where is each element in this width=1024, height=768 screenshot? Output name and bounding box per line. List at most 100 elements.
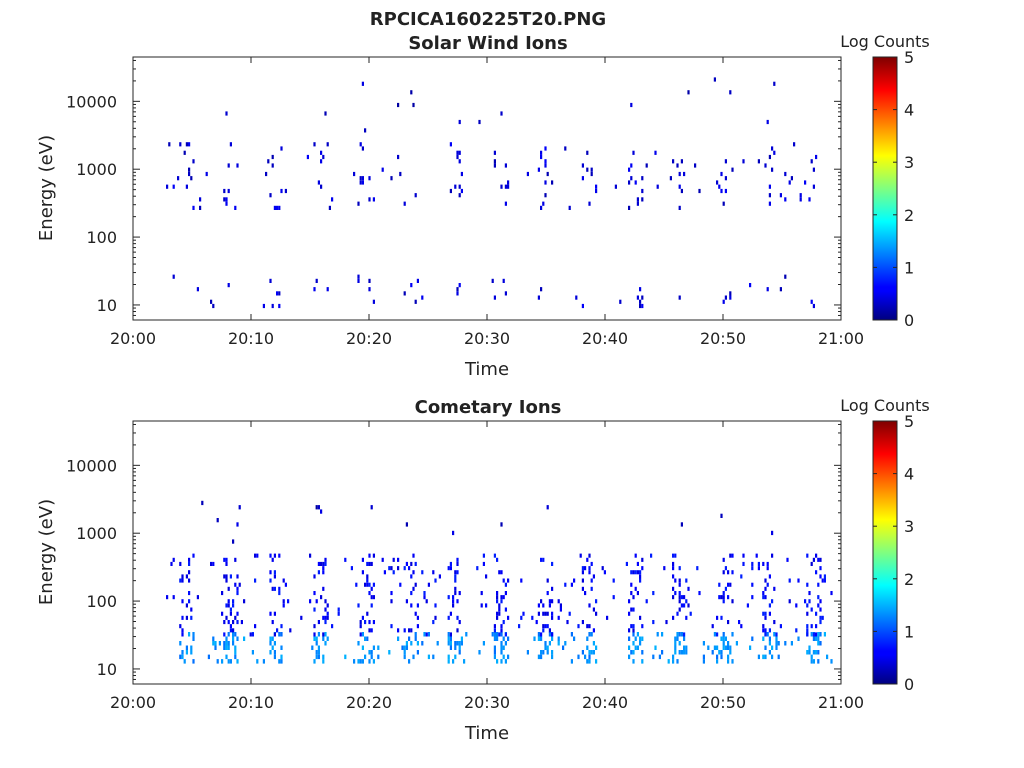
spectrogram-cell — [625, 561, 628, 566]
spectrogram-cell — [397, 566, 400, 571]
spectrogram-cell — [808, 197, 811, 202]
spectrogram-cell — [359, 624, 362, 629]
spectrogram-cell — [372, 595, 375, 600]
spectrogram-cell — [232, 628, 235, 633]
spectrogram-cell — [447, 641, 450, 646]
spectrogram-cell — [757, 159, 760, 164]
axis-ticks: 20:00 20:10 20:20 20:30 20:40 20:50 21:00 10 100… — [66, 57, 864, 348]
spectrogram-cell — [628, 628, 631, 633]
spectrogram-cell — [410, 641, 413, 646]
spectrogram-cell — [718, 595, 721, 600]
spectrogram-cell — [742, 561, 745, 566]
spectrogram-cell — [812, 184, 815, 189]
spectrogram-cell — [564, 641, 567, 646]
spectrogram-cell — [232, 632, 235, 637]
spectrogram-cell — [716, 659, 719, 664]
colorbar-tick-label: 1 — [904, 258, 914, 277]
spectrogram-cell — [238, 505, 241, 510]
spectrogram-cell — [185, 650, 188, 655]
spectrogram-cell — [795, 628, 798, 633]
y-tick-label: 10 — [97, 296, 117, 315]
spectrogram-cell — [372, 582, 375, 587]
spectrogram-cell — [546, 611, 549, 616]
spectrogram-cell — [496, 659, 499, 664]
spectrogram-cell — [179, 561, 182, 566]
spectrogram-cell — [454, 586, 457, 591]
spectrogram-cell — [324, 561, 327, 566]
spectrogram-cell — [276, 205, 279, 210]
spectrogram-cell — [361, 180, 364, 185]
spectrogram-cell — [185, 142, 188, 147]
spectrogram-cell — [236, 163, 239, 168]
spectrogram-cell — [738, 620, 741, 625]
spectrogram-cell — [188, 142, 191, 147]
spectrogram-cell — [540, 287, 543, 292]
spectrogram-cell — [632, 632, 635, 637]
spectrogram-cell — [630, 163, 633, 168]
spectrogram-cell — [361, 557, 364, 562]
spectrogram-cell — [641, 659, 644, 664]
spectrogram-cell — [628, 611, 631, 616]
spectrogram-cell — [819, 620, 822, 625]
spectrogram-cell — [634, 180, 637, 185]
colorbar-ticks: 0 1 2 3 4 5 — [873, 412, 914, 694]
spectrogram-cell — [315, 505, 318, 510]
spectrogram-cell — [322, 154, 325, 160]
spectrogram-cell — [185, 603, 188, 608]
spectrogram-cell — [500, 659, 503, 664]
spectrogram-cell — [370, 595, 373, 600]
spectrogram-cell — [414, 193, 417, 198]
spectrogram-cell — [672, 553, 675, 558]
spectrogram-cell — [720, 513, 723, 518]
spectrogram-cell — [683, 636, 686, 641]
spectrogram-cell — [357, 274, 360, 279]
spectrogram-cell — [322, 632, 325, 637]
spectrogram-cell — [227, 620, 230, 625]
spectrogram-cell — [500, 650, 503, 655]
spectrogram-cell — [551, 180, 554, 185]
spectrogram-cell — [817, 641, 820, 646]
spectrogram-cell — [491, 278, 494, 283]
spectrogram-cell — [493, 295, 496, 300]
spectrogram-cell — [636, 561, 639, 566]
spectrogram-cell — [559, 607, 562, 612]
spectrogram-cell — [405, 599, 408, 604]
spectrogram-cell — [493, 632, 496, 637]
spectrogram-cell — [397, 557, 400, 562]
spectrogram-cell — [793, 142, 796, 147]
spectrogram-cell — [784, 197, 787, 202]
spectrogram-cell — [764, 586, 767, 591]
spectrogram-cell — [397, 636, 400, 641]
spectrogram-cell — [370, 650, 373, 655]
spectrogram-cell — [262, 303, 265, 309]
spectrogram-cell — [432, 654, 435, 660]
spectrogram-cell — [551, 611, 554, 616]
spectrogram-cell — [630, 570, 633, 575]
spectrogram-cell — [595, 188, 598, 194]
spectrogram-cell — [729, 553, 732, 558]
spectrogram-cell — [674, 645, 677, 650]
spectrogram-cell — [810, 561, 813, 566]
spectrogram-cell — [179, 624, 182, 629]
spectrogram-cell — [221, 611, 224, 616]
spectrogram-cell — [236, 586, 239, 591]
spectrogram-cell — [280, 654, 283, 660]
spectrogram-cell — [410, 574, 413, 579]
spectrogram-cell — [449, 142, 452, 147]
spectrogram-cell — [577, 624, 580, 629]
spectrogram-cell — [456, 291, 459, 296]
spectrogram-cell — [526, 650, 529, 655]
spectrogram-cell — [632, 607, 635, 612]
spectrogram-cell — [432, 570, 435, 575]
spectrogram-cell — [727, 659, 730, 664]
spectrogram-cell — [504, 607, 507, 612]
spectrogram-cell — [350, 566, 353, 571]
spectrogram-cell — [254, 553, 257, 558]
spectrogram-cell — [317, 620, 320, 625]
spectrogram-cell — [595, 659, 598, 664]
spectrogram-cell — [542, 201, 545, 206]
spectrogram-cell — [588, 553, 591, 558]
spectrogram-cell — [366, 582, 369, 587]
spectrogram-cell — [190, 607, 193, 612]
spectrogram-cell — [579, 553, 582, 558]
